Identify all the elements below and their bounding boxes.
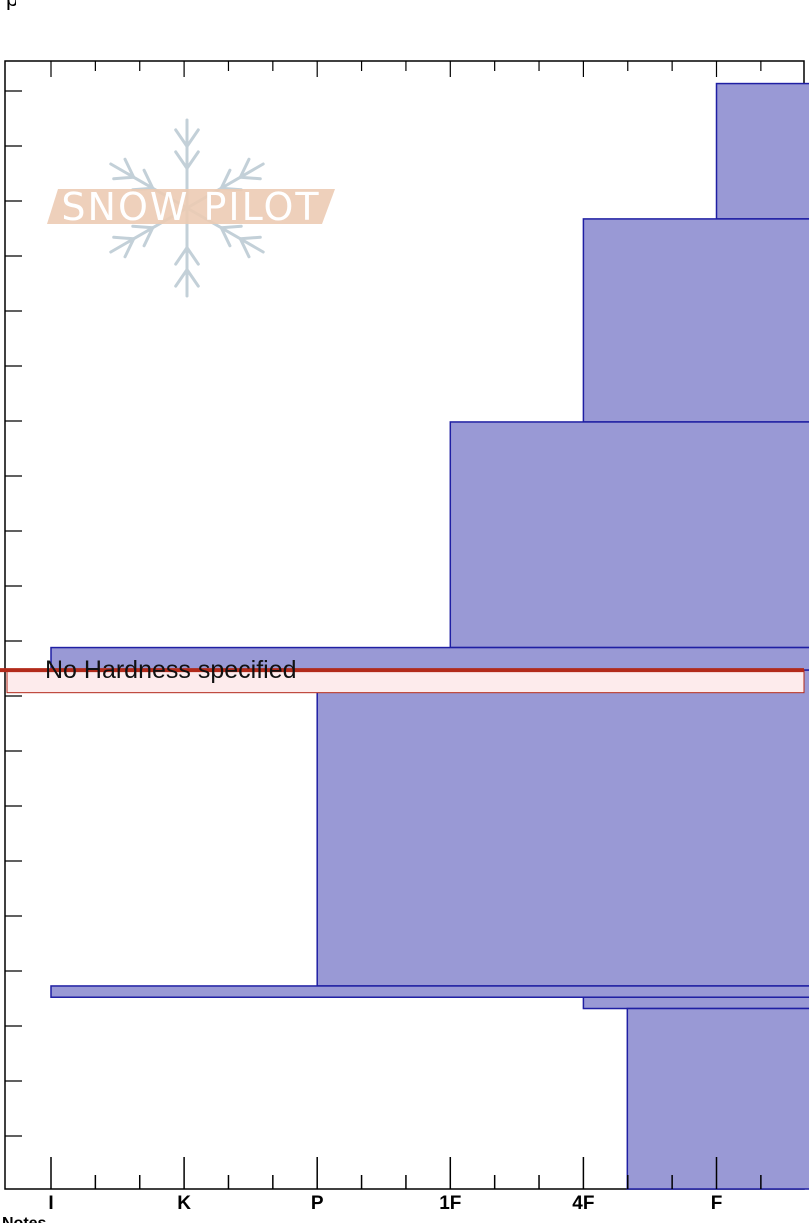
snowflake-branch xyxy=(112,235,136,241)
x-tick-label: K xyxy=(177,1193,191,1214)
page-title-fragment: p xyxy=(6,0,16,10)
snowflake-branch xyxy=(131,224,155,230)
layer-bar xyxy=(626,1007,809,1190)
layer-bar xyxy=(715,82,809,220)
snowflake-branch xyxy=(185,246,200,266)
snowflake-branch xyxy=(174,128,189,148)
watermark-band xyxy=(47,189,335,224)
watermark-text: SNOW PILOT xyxy=(61,185,320,229)
snowflake-branch xyxy=(142,226,155,248)
layer-bar xyxy=(582,996,809,1010)
snowflake-branch xyxy=(238,235,262,241)
snowflake-branch xyxy=(185,128,200,148)
no-hardness-annotation: No Hardness specified xyxy=(0,656,805,694)
snowflake-branch xyxy=(123,157,136,179)
notes-heading-text: Notes xyxy=(2,1215,46,1223)
snowflake-branch xyxy=(174,246,189,266)
layer-bar xyxy=(582,218,809,423)
snowflake-branch xyxy=(185,268,200,288)
snowflake-branch xyxy=(219,224,243,230)
layer-bars xyxy=(50,82,809,1190)
x-axis-labels: I K P 1F 4F F xyxy=(48,1193,722,1214)
annotation-label: No Hardness specified xyxy=(45,656,297,684)
axis-ticks xyxy=(5,61,762,1189)
page-title-fragment-text: p xyxy=(6,0,16,10)
notes-heading-fragment: Notes xyxy=(2,1215,82,1223)
layer-bar xyxy=(316,669,809,987)
snowflake-branch xyxy=(219,168,232,190)
snowflake-branch xyxy=(112,175,136,181)
x-tick-label: 1F xyxy=(439,1193,461,1214)
x-tick-label: I xyxy=(48,1193,53,1214)
snowflake-branch xyxy=(238,237,251,259)
x-tick-label: F xyxy=(711,1193,723,1214)
snowflake-branch xyxy=(238,157,251,179)
x-tick-label: 4F xyxy=(572,1193,594,1214)
snow-pilot-watermark: SNOW PILOT xyxy=(47,118,335,298)
layer-bar xyxy=(449,421,809,649)
snowflake-branch xyxy=(123,237,136,259)
snowflake-branch xyxy=(185,150,200,170)
snowflake-branch xyxy=(238,175,262,181)
snowflake-branch xyxy=(219,226,232,248)
snowflake-branch xyxy=(174,150,189,170)
snowflake-branch xyxy=(174,268,189,288)
layer-bar xyxy=(50,985,809,998)
x-tick-label: P xyxy=(311,1193,324,1214)
snowflake-branch xyxy=(142,168,155,190)
